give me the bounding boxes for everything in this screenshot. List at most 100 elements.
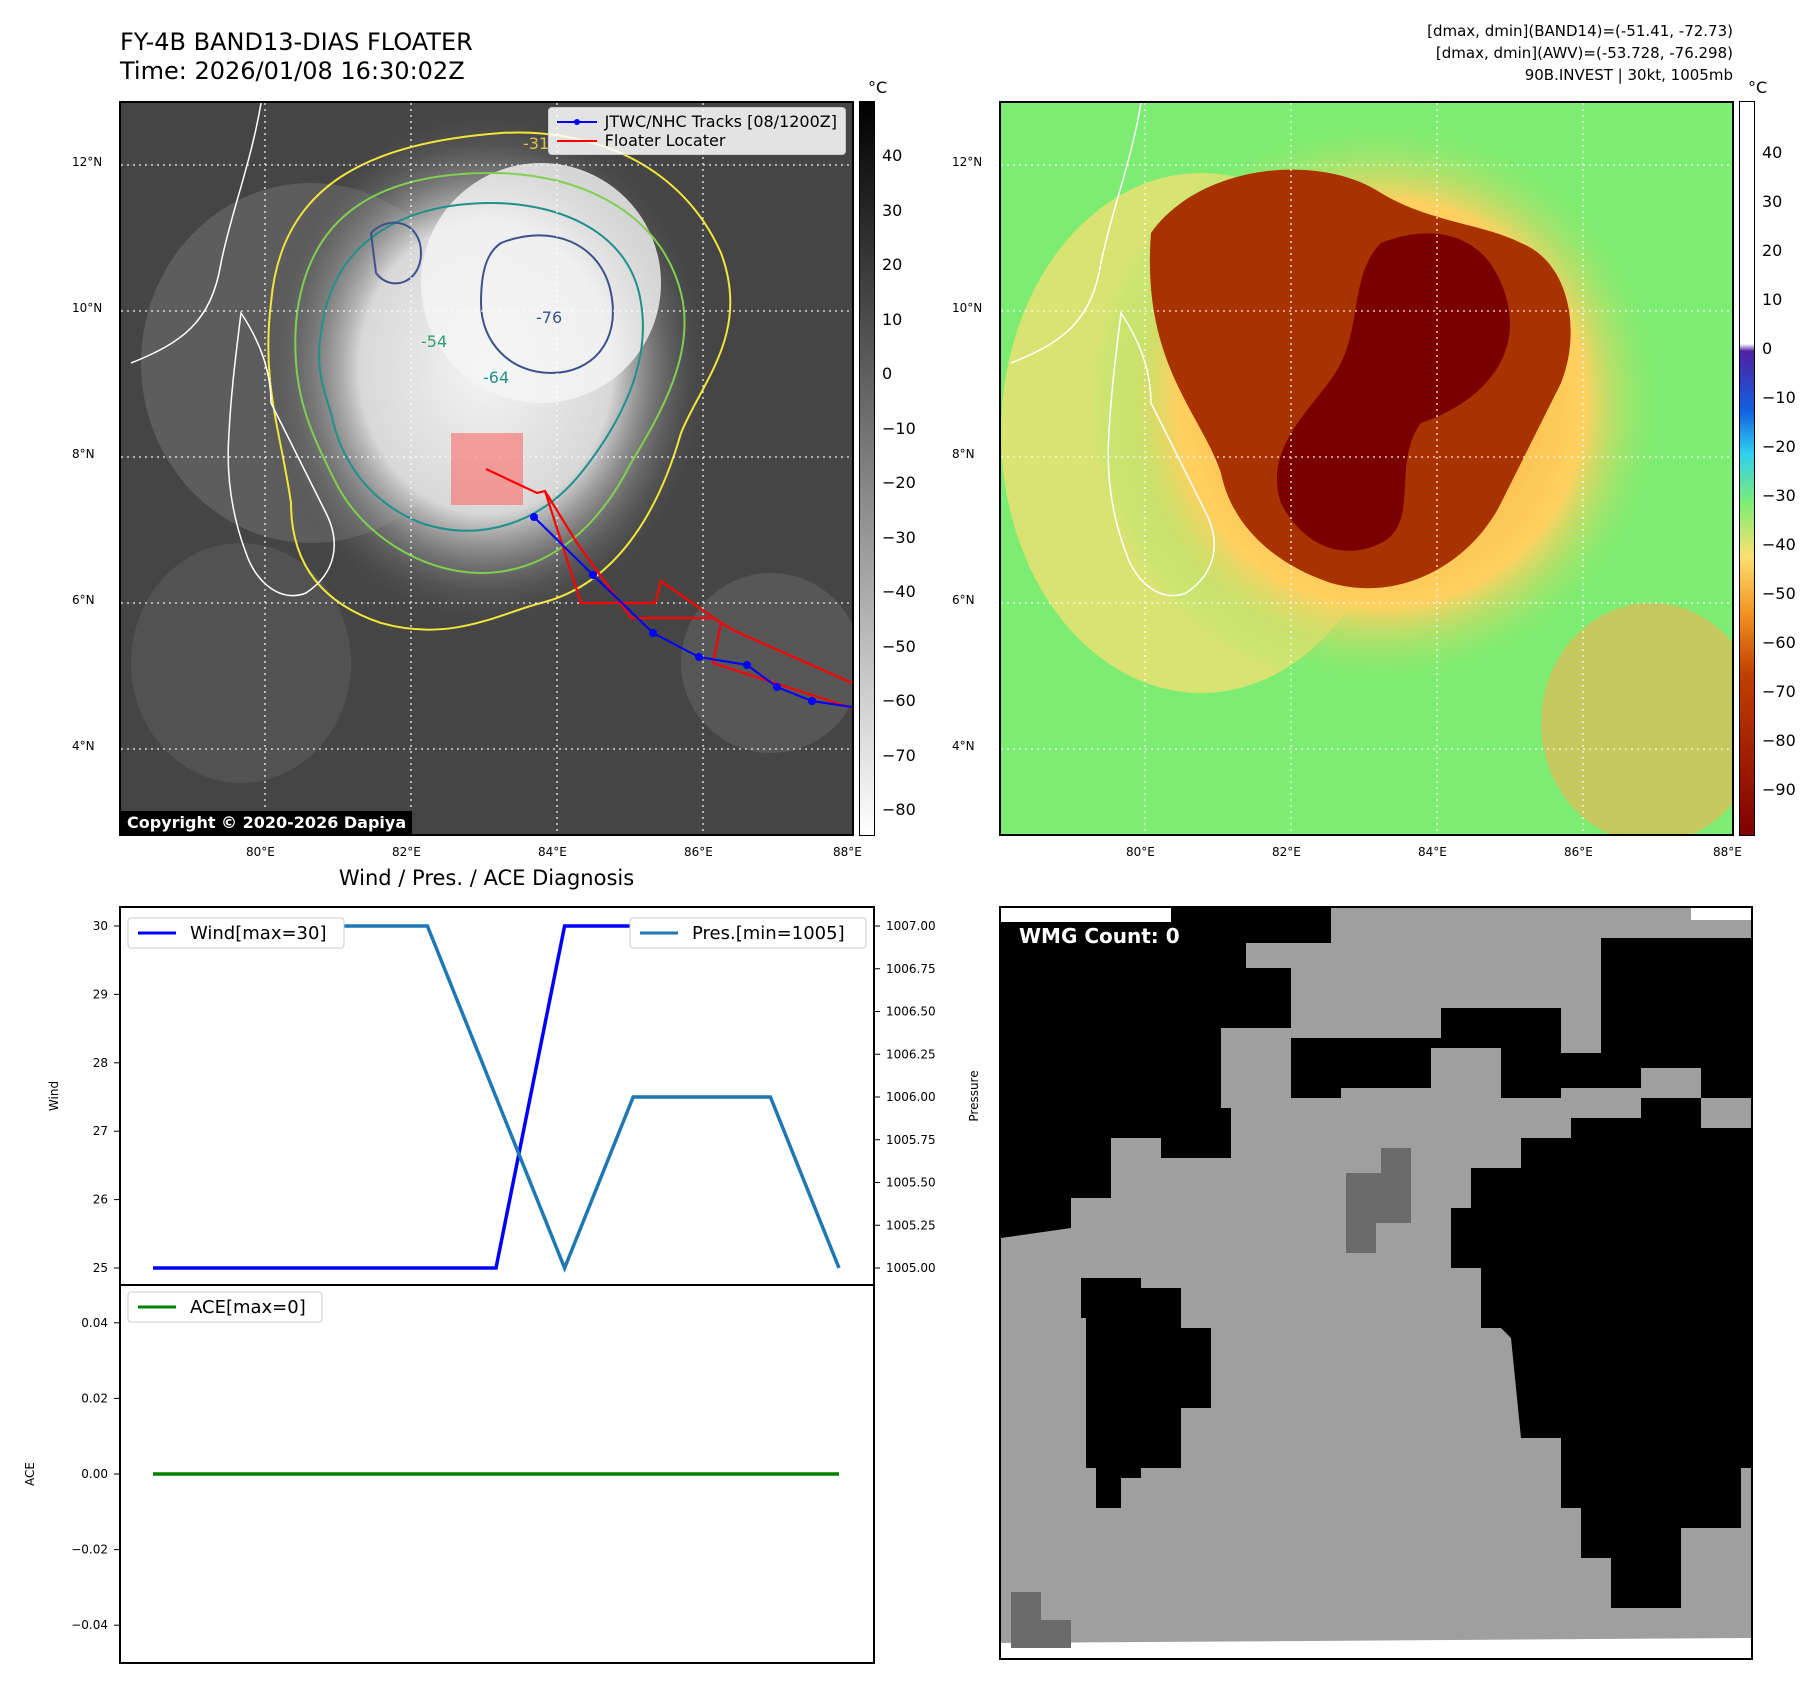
wind-legend-label: Wind[max=30] [190, 923, 327, 944]
color-enhanced-image [1001, 103, 1732, 834]
copyright-badge: Copyright © 2020-2026 Dapiya [121, 811, 413, 834]
floater-legend-swatch [556, 139, 597, 142]
pressure-tick-label: 1005.25 [886, 1218, 936, 1232]
contour-label-31: -31 [523, 134, 549, 153]
ir-colorbar-unit: °C [868, 78, 888, 97]
colorbar-tick: 0 [882, 364, 893, 383]
pressure-tick-label: 1006.00 [886, 1090, 936, 1104]
pressure-tick-label: 1005.50 [886, 1176, 936, 1190]
colorbar-tick: −80 [882, 800, 916, 819]
wind-tick-label: 29 [93, 987, 108, 1001]
ace-tick-label: −0.04 [71, 1618, 108, 1632]
info-band14: [dmax, dmin](BAND14)=(-51.41, -72.73) [1427, 22, 1733, 40]
wmg-image [1001, 908, 1751, 1648]
lon-label: 88°E [1713, 845, 1742, 859]
wind-axis-label: Wind [47, 1081, 61, 1111]
contour-label-76: -76 [536, 308, 562, 327]
lon-label: 80°E [246, 845, 275, 859]
lat-label: 6°N [952, 593, 975, 607]
colorbar-tick: 30 [882, 200, 903, 220]
lat-label: 12°N [952, 155, 983, 169]
colorbar-tick: 20 [1762, 241, 1783, 260]
ace-tick-label: 0.00 [81, 1467, 108, 1481]
colorbar-tick: 40 [1762, 143, 1783, 162]
ace-legend-label: ACE[max=0] [190, 1297, 306, 1318]
ace-tick-label: −0.02 [71, 1543, 108, 1557]
colorbar-tick: −20 [882, 473, 916, 492]
colorbar-tick: −60 [882, 691, 916, 710]
ace-tick-label: 0.02 [81, 1391, 108, 1405]
colorbar-tick: −50 [882, 636, 916, 656]
colorbar-tick: −40 [1762, 535, 1796, 554]
colorbar-tick: 10 [882, 309, 903, 329]
pressure-series-line [153, 924, 841, 1273]
wind-legend: Wind[max=30] [127, 917, 345, 949]
colorbar-tick: −30 [882, 527, 916, 547]
colorbar-tick: −60 [1762, 633, 1796, 652]
colorbar-tick: 30 [1762, 192, 1783, 211]
lon-label: 84°E [1418, 845, 1447, 859]
wind-tick-label: 30 [93, 919, 108, 933]
ir-satellite-image: -31 -54 -64 -76 [121, 103, 852, 834]
pressure-tick-label: 1006.50 [886, 1005, 936, 1019]
lon-label: 82°E [392, 845, 421, 859]
ir-legend: JTWC/NHC Tracks [08/1200Z] Floater Locat… [547, 107, 846, 155]
colorbar-tick: −50 [1762, 584, 1796, 603]
colorbar-tick: 20 [882, 255, 903, 274]
pressure-legend-label: Pres.[min=1005] [692, 923, 845, 944]
lon-label: 86°E [684, 845, 713, 859]
figure-title: FY-4B BAND13-DIAS FLOATER [120, 28, 473, 56]
colorbar-tick: −30 [1762, 486, 1796, 505]
colorbar-tick: −10 [1762, 388, 1796, 407]
diagnosis-chart: Wind Pressure ACE 30 29 28 27 26 25 1007.00 100… [23, 906, 981, 1664]
diagnosis-title: Wind / Pres. / ACE Diagnosis [338, 866, 635, 890]
wind-tick-label: 26 [93, 1193, 108, 1207]
wind-tick-label: 28 [93, 1056, 108, 1070]
colorbar-tick: −70 [1762, 682, 1796, 701]
pressure-tick-label: 1005.00 [886, 1261, 936, 1275]
wmg-count-label: WMG Count: 0 [1019, 924, 1180, 948]
track-legend-swatch [556, 118, 597, 125]
contour-label-64: -64 [483, 368, 509, 387]
pressure-legend: Pres.[min=1005] [629, 917, 867, 949]
color-colorbar-unit: °C [1748, 78, 1768, 97]
wind-tick-label: 25 [93, 1261, 108, 1275]
colorbar-tick: 0 [1762, 339, 1773, 358]
lat-label: 8°N [952, 447, 975, 461]
colorbar-tick: −70 [882, 745, 916, 765]
ace-legend: ACE[max=0] [127, 1291, 323, 1323]
pressure-tick-label: 1006.25 [886, 1047, 936, 1061]
lat-label: 10°N [952, 301, 983, 315]
colorbar-tick: −20 [1762, 437, 1796, 456]
lon-label: 86°E [1564, 845, 1593, 859]
colorbar-tick: −80 [1762, 731, 1796, 750]
floater-legend-label: Floater Locater [604, 131, 726, 150]
colorbar-tick: 40 [882, 146, 903, 165]
wmg-panel: WMG Count: 0 [999, 906, 1753, 1660]
lon-label: 84°E [538, 845, 567, 859]
figure-time: Time: 2026/01/08 16:30:02Z [120, 57, 465, 85]
colorbar-tick: −40 [882, 582, 916, 601]
colorbar-tick: −90 [1762, 780, 1796, 799]
ir-colorbar [859, 101, 875, 836]
track-legend-label: JTWC/NHC Tracks [08/1200Z] [604, 112, 837, 131]
ace-axis-label: ACE [23, 1462, 37, 1486]
ace-tick-label: 0.04 [81, 1316, 108, 1330]
pressure-tick-label: 1005.75 [886, 1133, 936, 1147]
pressure-tick-label: 1007.00 [886, 919, 936, 933]
lat-label: 12°N [72, 155, 103, 169]
contour-label-54: -54 [421, 332, 447, 351]
lat-label: 4°N [952, 739, 975, 753]
lon-label: 80°E [1126, 845, 1155, 859]
color-colorbar [1739, 101, 1755, 836]
lat-label: 8°N [72, 447, 95, 461]
colorbar-tick: −10 [882, 418, 916, 438]
lat-label: 6°N [72, 593, 95, 607]
info-storm: 90B.INVEST | 30kt, 1005mb [1524, 66, 1733, 84]
info-awv: [dmax, dmin](AWV)=(-53.728, -76.298) [1435, 44, 1733, 62]
lon-label: 82°E [1272, 845, 1301, 859]
colorbar-tick: 10 [1762, 290, 1783, 309]
pressure-axis-label: Pressure [967, 1070, 981, 1121]
ir-satellite-panel: -31 -54 -64 -76 JTWC/NHC Tracks [08/1200… [119, 101, 854, 836]
lat-label: 4°N [72, 739, 95, 753]
